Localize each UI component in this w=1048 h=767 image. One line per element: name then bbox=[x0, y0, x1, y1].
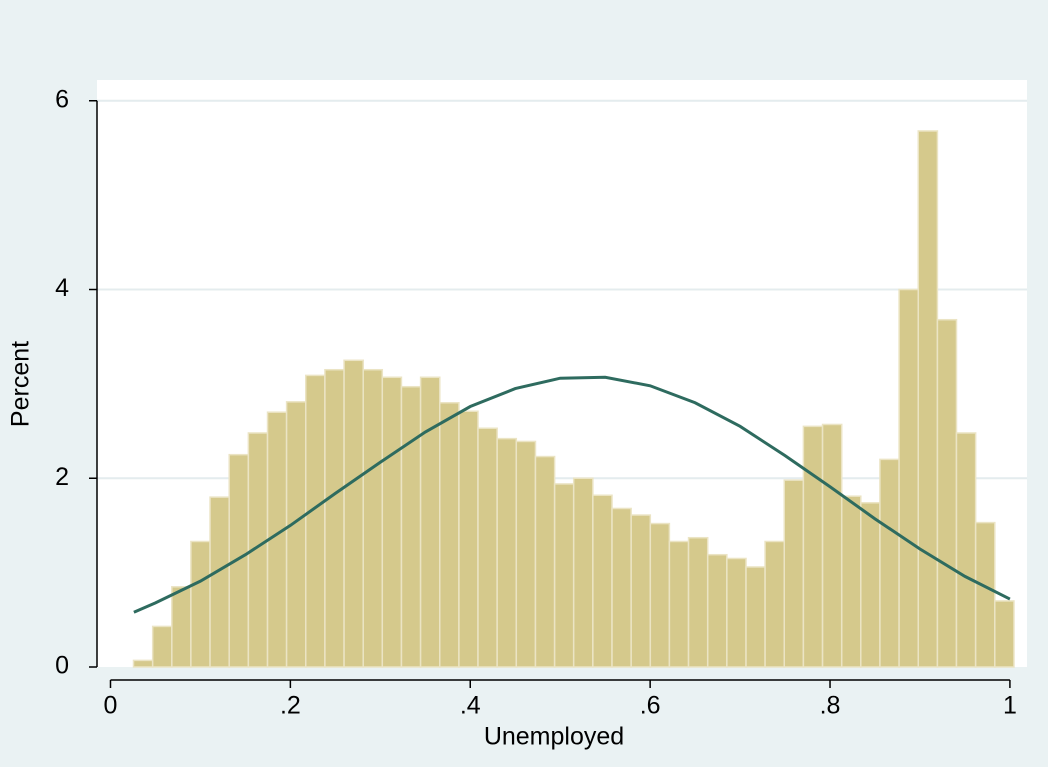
y-tick-label: 0 bbox=[55, 652, 69, 680]
bar bbox=[917, 130, 939, 668]
bar bbox=[496, 437, 518, 668]
bar bbox=[343, 359, 364, 668]
bar bbox=[611, 507, 632, 668]
bar bbox=[362, 368, 384, 668]
y-axis-label: Percent bbox=[7, 341, 35, 427]
bar bbox=[821, 423, 843, 668]
bar bbox=[936, 318, 958, 668]
bar bbox=[439, 402, 460, 668]
x-tick-label: 1 bbox=[1003, 692, 1017, 720]
x-axis-label: Unemployed bbox=[484, 723, 624, 751]
bar bbox=[840, 495, 862, 668]
bar bbox=[419, 376, 441, 668]
bar bbox=[572, 477, 594, 668]
x-tick-label: 0 bbox=[104, 692, 118, 720]
density-curve bbox=[133, 375, 1011, 614]
bar bbox=[171, 586, 192, 668]
bar bbox=[860, 502, 881, 668]
bar bbox=[687, 536, 709, 668]
y-tick-label: 6 bbox=[55, 85, 69, 113]
bar bbox=[151, 625, 173, 668]
bar bbox=[726, 557, 747, 668]
bar bbox=[764, 540, 785, 668]
bar bbox=[706, 553, 728, 668]
bar bbox=[305, 374, 326, 668]
bar bbox=[324, 368, 345, 668]
bar bbox=[515, 440, 537, 668]
bar bbox=[974, 521, 996, 668]
bar bbox=[400, 385, 422, 668]
bar bbox=[668, 540, 690, 668]
bar bbox=[553, 483, 575, 668]
bar bbox=[955, 432, 977, 668]
bar bbox=[630, 514, 652, 668]
y-tick-label: 2 bbox=[55, 463, 69, 491]
bar bbox=[994, 600, 1015, 668]
bar bbox=[477, 427, 498, 668]
x-tick-label: .6 bbox=[640, 692, 661, 720]
bar bbox=[745, 566, 766, 668]
bar bbox=[649, 522, 671, 668]
bar bbox=[592, 494, 613, 668]
y-tick-label: 4 bbox=[55, 274, 69, 302]
bar bbox=[879, 458, 900, 668]
bar bbox=[132, 659, 154, 668]
x-tick-label: .8 bbox=[820, 692, 841, 720]
bar bbox=[209, 496, 230, 668]
bar bbox=[534, 455, 556, 668]
bar bbox=[783, 479, 805, 668]
x-tick-label: .2 bbox=[280, 692, 301, 720]
bar bbox=[381, 376, 403, 668]
bar bbox=[802, 425, 824, 668]
x-tick-label: .4 bbox=[460, 692, 481, 720]
bar bbox=[190, 540, 211, 668]
bar bbox=[458, 410, 479, 668]
bar bbox=[898, 288, 920, 668]
bar bbox=[285, 401, 307, 668]
